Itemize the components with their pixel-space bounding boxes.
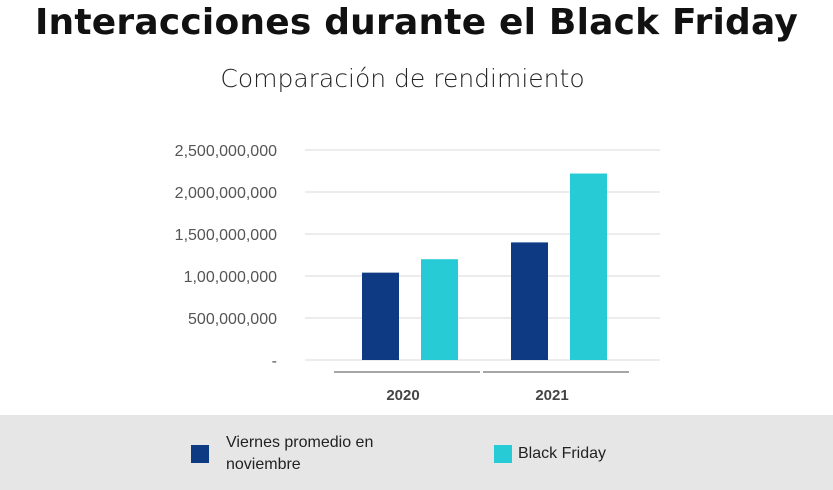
- bar: [421, 259, 458, 360]
- bar: [511, 242, 548, 360]
- y-tick-label: 2,500,000,000: [175, 143, 277, 160]
- y-tick-label: 1,00,000,000: [184, 269, 278, 286]
- x-tick-label: 2021: [535, 387, 568, 404]
- chart-subtitle: Comparación de rendimiento: [220, 64, 585, 93]
- legend: Viernes promedio en noviembre Black Frid…: [0, 415, 833, 490]
- legend-label-series1: Viernes promedio en noviembre: [226, 434, 374, 473]
- bar-chart: - 500,000,000 1,00,000,000 1,500,000,000 2,0…: [175, 143, 660, 404]
- y-tick-label: 2,000,000,000: [175, 185, 277, 202]
- legend-swatch-series2: [494, 445, 512, 463]
- y-tick-label: 1,500,000,000: [175, 227, 277, 244]
- legend-label-series2: Black Friday: [518, 445, 607, 462]
- bar: [570, 173, 607, 360]
- legend-swatch-series1: [191, 445, 209, 463]
- page-title: Interacciones durante el Black Friday: [34, 2, 799, 43]
- legend-item-series1: Viernes promedio en noviembre: [191, 432, 373, 476]
- y-tick-label: -: [272, 353, 277, 370]
- legend-item-series2: Black Friday: [494, 443, 606, 465]
- y-tick-label: 500,000,000: [188, 311, 277, 328]
- bar: [362, 272, 399, 360]
- x-tick-label: 2020: [386, 387, 419, 404]
